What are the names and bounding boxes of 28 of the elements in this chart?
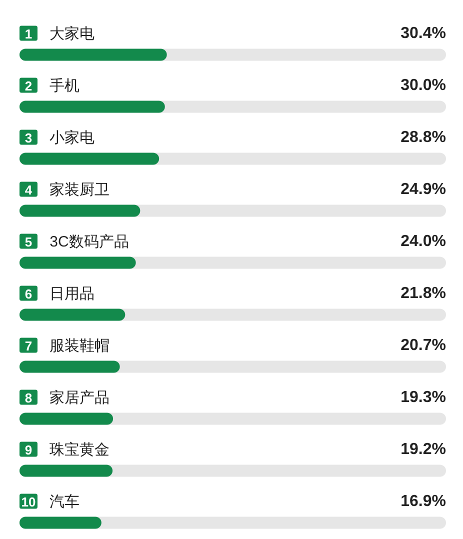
category-label: 9 珠宝黄金 bbox=[24, 440, 110, 458]
data-label: 19.2% bbox=[400, 440, 446, 458]
data-label: 28.8% bbox=[400, 128, 446, 146]
bar bbox=[20, 412, 114, 425]
bar bbox=[20, 516, 102, 529]
y-tick-label: 10 汽车 bbox=[21, 492, 80, 510]
data-label: 24.9% bbox=[400, 180, 446, 198]
data-label: 16.9% bbox=[400, 492, 446, 510]
category-label: 3 小家电 bbox=[24, 128, 95, 146]
data-label: 19.3% bbox=[400, 388, 446, 406]
bar bbox=[20, 360, 120, 373]
bar bbox=[20, 464, 113, 477]
category-label: 1 大家电 bbox=[24, 24, 95, 42]
category-label: 4 家装厨卫 bbox=[24, 180, 110, 198]
bar bbox=[20, 204, 140, 217]
category-label: 2 手机 bbox=[24, 76, 80, 94]
bar bbox=[20, 152, 160, 165]
category-label: 6 日用品 bbox=[24, 284, 95, 302]
data-label: 30.0% bbox=[400, 76, 446, 94]
bar bbox=[20, 308, 126, 321]
data-label: 24.0% bbox=[400, 232, 446, 250]
data-label: 30.4% bbox=[400, 24, 446, 42]
bar bbox=[20, 256, 136, 269]
category-label: 7 服装鞋帽 bbox=[24, 336, 110, 354]
category-label: 5 3C数码产品 bbox=[24, 232, 129, 250]
data-label: 21.8% bbox=[400, 284, 446, 302]
data-label: 20.7% bbox=[400, 336, 446, 354]
category-label: 8 家居产品 bbox=[24, 388, 110, 406]
